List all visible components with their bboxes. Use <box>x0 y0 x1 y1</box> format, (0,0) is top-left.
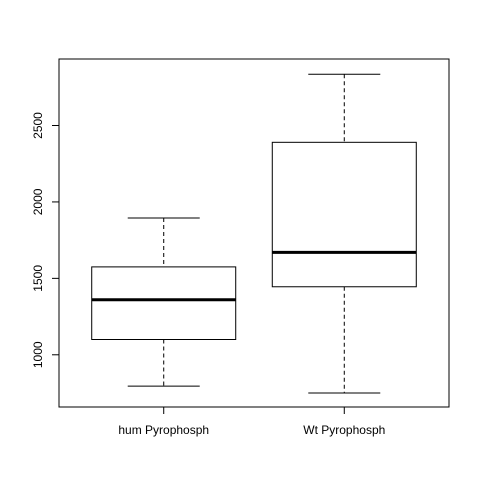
y-tick-label: 2000 <box>31 188 45 215</box>
x-tick-label: Wt Pyrophosph <box>303 423 385 437</box>
box-group <box>91 73 417 394</box>
box-1 <box>91 217 237 387</box>
y-tick-label: 1500 <box>31 265 45 292</box>
y-tick-label: 2500 <box>31 112 45 139</box>
iqr-box <box>271 141 417 288</box>
iqr-box <box>91 266 237 340</box>
x-axis: hum Pyrophosph Wt Pyrophosph <box>118 406 385 437</box>
x-tick-label: hum Pyrophosph <box>118 423 209 437</box>
box-2 <box>271 73 417 394</box>
y-axis: 1000 1500 2000 2500 <box>31 112 60 368</box>
y-tick-label: 1000 <box>31 341 45 368</box>
